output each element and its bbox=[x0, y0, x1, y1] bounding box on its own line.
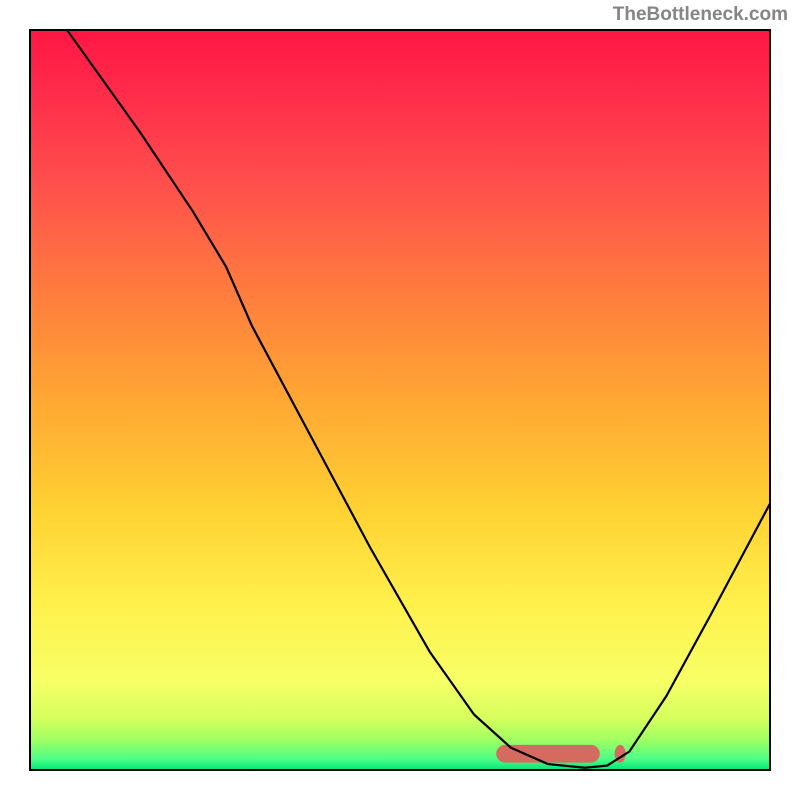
watermark-text: TheBottleneck.com bbox=[613, 4, 788, 26]
chart-container: { "watermark": { "text": "TheBottleneck.… bbox=[0, 0, 800, 800]
bottleneck-chart bbox=[0, 0, 800, 800]
plot-background bbox=[30, 30, 770, 770]
